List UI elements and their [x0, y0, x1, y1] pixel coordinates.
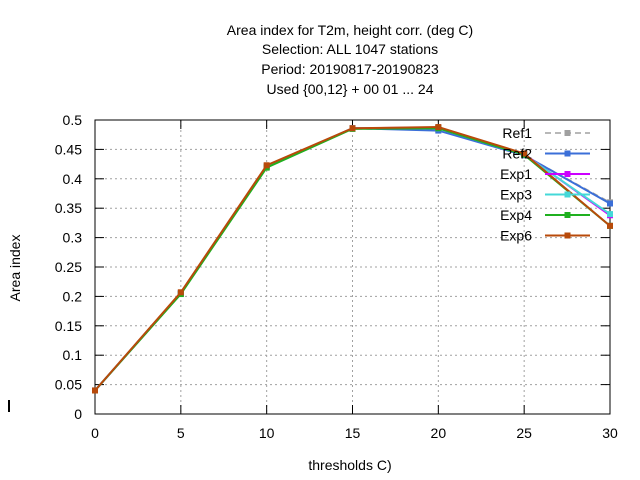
y-axis-label: Area index	[7, 235, 23, 302]
series-exp6-point	[521, 150, 528, 157]
series-exp6	[92, 124, 613, 394]
series-exp6-point	[263, 162, 270, 169]
y-tick-label: 0.4	[63, 171, 83, 187]
legend-label-ref1: Ref1	[502, 125, 532, 141]
legend-marker-ref1	[564, 130, 571, 136]
legend: Ref1 Ref2 Exp1 Exp3 Exp4 Exp6	[500, 125, 590, 244]
legend-marker-exp6	[564, 232, 571, 239]
x-tick-label: 5	[177, 425, 185, 441]
title-line-1: Area index for T2m, height corr. (deg C)	[227, 22, 473, 38]
grid	[95, 120, 610, 414]
title-line-2: Selection: ALL 1047 stations	[262, 41, 438, 57]
chart-title: Area index for T2m, height corr. (deg C)…	[227, 22, 473, 97]
series-exp1	[92, 124, 613, 394]
y-tick-label: 0.5	[63, 112, 83, 128]
series-exp6-point	[177, 289, 184, 296]
y-tick-label: 0.3	[63, 230, 83, 246]
y-tick-label: 0	[74, 406, 82, 422]
series-exp6-point	[349, 125, 356, 132]
x-tick-label: 20	[431, 425, 447, 441]
y-tick-label: 0.1	[63, 347, 83, 363]
series-lines	[92, 124, 613, 394]
axes: 0 5 10 15 20 25 30 0 0.05 0.1 0.15 0.2 0.25 0.3 0.35 0.…	[55, 112, 618, 441]
x-tick-label: 0	[91, 425, 99, 441]
y-tick-label: 0.45	[55, 141, 82, 157]
y-tick-label: 0.25	[55, 259, 82, 275]
series-ref2-point	[607, 200, 613, 207]
x-tick-label: 15	[345, 425, 361, 441]
series-exp6-point	[607, 222, 613, 229]
series-exp6-point	[435, 124, 442, 131]
y-tick-label: 0.15	[55, 318, 82, 334]
legend-label-exp3: Exp3	[500, 187, 532, 203]
legend-label-exp1: Exp1	[500, 166, 532, 182]
legend-label-exp4: Exp4	[500, 207, 532, 223]
legend-marker-exp3	[564, 191, 571, 198]
legend-marker-exp1	[564, 171, 571, 177]
x-axis-label: thresholds C)	[308, 457, 391, 473]
series-exp6-point	[92, 387, 98, 394]
stray-mark	[8, 400, 10, 412]
x-tick-label: 10	[259, 425, 275, 441]
y-tick-label: 0.2	[63, 288, 83, 304]
x-tick-label: 30	[602, 425, 618, 441]
legend-marker-ref2	[564, 150, 571, 157]
series-exp3-point	[607, 211, 613, 218]
legend-label-exp6: Exp6	[500, 228, 532, 244]
legend-label-ref2: Ref2	[502, 146, 532, 162]
title-line-4: Used {00,12} + 00 01 ... 24	[267, 81, 434, 97]
x-tick-label: 25	[516, 425, 532, 441]
y-tick-label: 0.35	[55, 200, 82, 216]
title-line-3: Period: 20190817-20190823	[261, 61, 439, 77]
y-tick-label: 0.05	[55, 377, 82, 393]
legend-marker-exp4	[564, 212, 571, 218]
